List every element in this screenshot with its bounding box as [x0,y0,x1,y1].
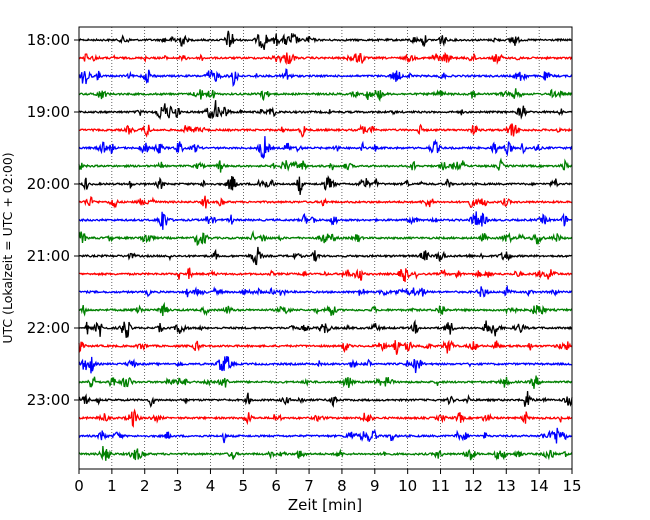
trace-line [78,157,573,173]
trace-line [78,68,573,88]
y-tick-label: 21:00 [27,247,70,265]
trace-line [78,408,573,428]
x-axis-ticks: 0 1 2 3 4 5 6 7 8 9 10 11 12 13 14 15 [74,469,582,495]
x-tick-label: 4 [206,477,216,495]
trace-line [78,319,573,338]
y-axis-ticks: 18:00 19:00 20:00 21:00 22:00 23:00 [27,31,79,409]
trace-line [78,51,573,66]
x-tick-label: 10 [398,477,417,495]
y-tick-label: 20:00 [27,175,70,193]
x-tick-label: 8 [337,477,347,495]
trace-line [78,301,573,317]
y-tick-label: 18:00 [27,31,70,49]
x-axis-label: Zeit [min] [288,496,362,514]
x-tick-label: 7 [304,477,314,495]
trace-line [78,30,573,50]
trace-line [78,88,573,102]
trace-line [78,211,573,230]
trace-line [78,267,573,283]
trace-line [79,100,573,121]
y-tick-label: 19:00 [27,103,70,121]
trace-line [78,229,573,246]
trace-line [78,356,573,374]
x-tick-label: 14 [530,477,549,495]
x-tick-label: 11 [431,477,450,495]
trace-line [78,339,573,355]
trace-line [78,284,573,298]
x-tick-label: 1 [107,477,117,495]
x-tick-label: 15 [562,477,581,495]
x-tick-label: 13 [497,477,516,495]
x-tick-label: 12 [464,477,483,495]
y-tick-label: 23:00 [27,391,70,409]
x-tick-label: 6 [271,477,281,495]
trace-line [78,123,573,138]
x-tick-label: 9 [370,477,380,495]
trace-line [78,445,573,461]
trace-line [78,375,573,389]
plot-area [79,27,572,469]
trace-line [78,174,573,195]
y-tick-label: 22:00 [27,319,70,337]
x-tick-label: 5 [239,477,249,495]
plot-frame [78,26,573,470]
y-axis-label: UTC (Lokalzeit = UTC + 02:00) [0,152,15,343]
trace-line [78,246,573,266]
x-tick-label: 0 [74,477,84,495]
trace-line [78,136,573,160]
traces [78,30,573,461]
x-tick-label: 3 [173,477,183,495]
trace-line [78,427,573,444]
trace-line [78,195,573,209]
x-tick-label: 2 [140,477,150,495]
trace-line [78,391,573,408]
